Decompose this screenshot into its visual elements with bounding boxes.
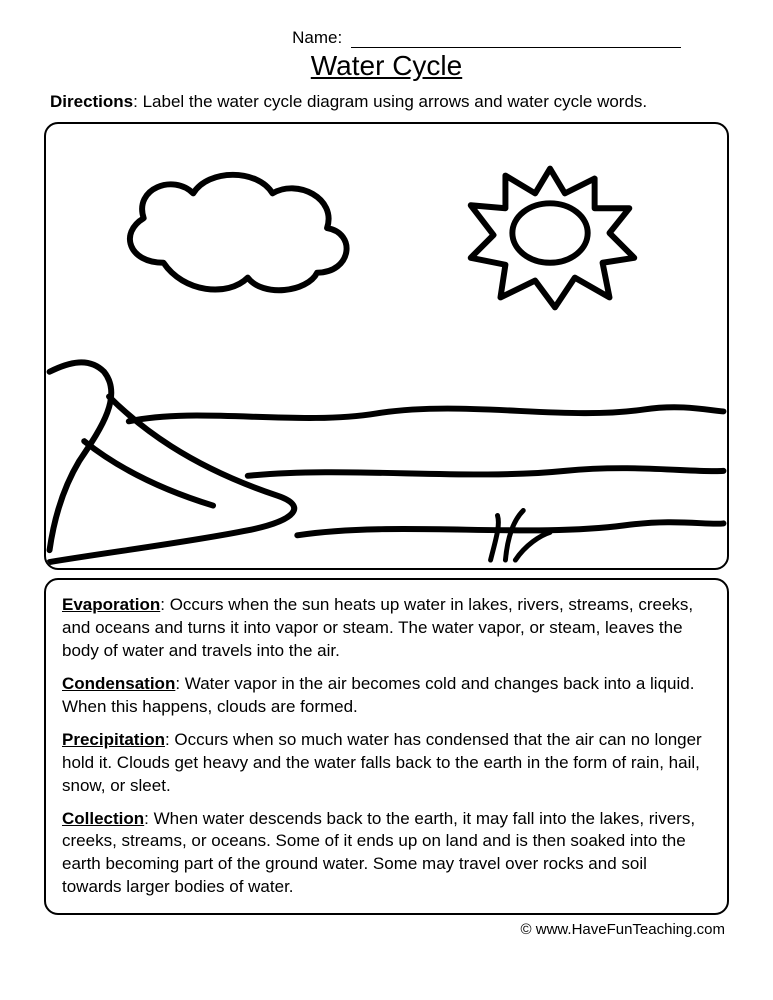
definition-condensation: Condensation: Water vapor in the air bec… xyxy=(62,673,711,719)
directions-label: Directions xyxy=(50,92,133,111)
name-label: Name: xyxy=(292,28,342,47)
term-evaporation: Evaporation xyxy=(62,595,160,614)
term-collection: Collection xyxy=(62,809,144,828)
definition-precipitation: Precipitation: Occurs when so much water… xyxy=(62,729,711,798)
term-condensation: Condensation xyxy=(62,674,175,693)
water-cycle-diagram xyxy=(44,122,729,570)
directions-line: Directions: Label the water cycle diagra… xyxy=(44,92,729,112)
sun-center-icon xyxy=(512,203,587,262)
name-field-row: Name: xyxy=(44,28,729,48)
footer-credit: © www.HaveFunTeaching.com xyxy=(44,921,729,938)
slope-line-2 xyxy=(50,397,295,563)
definitions-box: Evaporation: Occurs when the sun heats u… xyxy=(44,578,729,915)
name-blank-line[interactable] xyxy=(351,47,681,48)
grass-icon xyxy=(491,511,550,561)
def-text-collection: : When water descends back to the earth,… xyxy=(62,809,695,897)
definition-collection: Collection: When water descends back to … xyxy=(62,808,711,900)
water-wave-mid xyxy=(248,468,724,476)
slope-inner-line xyxy=(84,441,213,505)
cloud-icon xyxy=(130,175,347,290)
water-wave-top xyxy=(129,407,724,421)
definition-evaporation: Evaporation: Occurs when the sun heats u… xyxy=(62,594,711,663)
term-precipitation: Precipitation xyxy=(62,730,165,749)
diagram-svg xyxy=(46,124,727,568)
directions-text: : Label the water cycle diagram using ar… xyxy=(133,92,647,111)
sun-rays-icon xyxy=(471,169,635,308)
page-title: Water Cycle xyxy=(44,50,729,82)
